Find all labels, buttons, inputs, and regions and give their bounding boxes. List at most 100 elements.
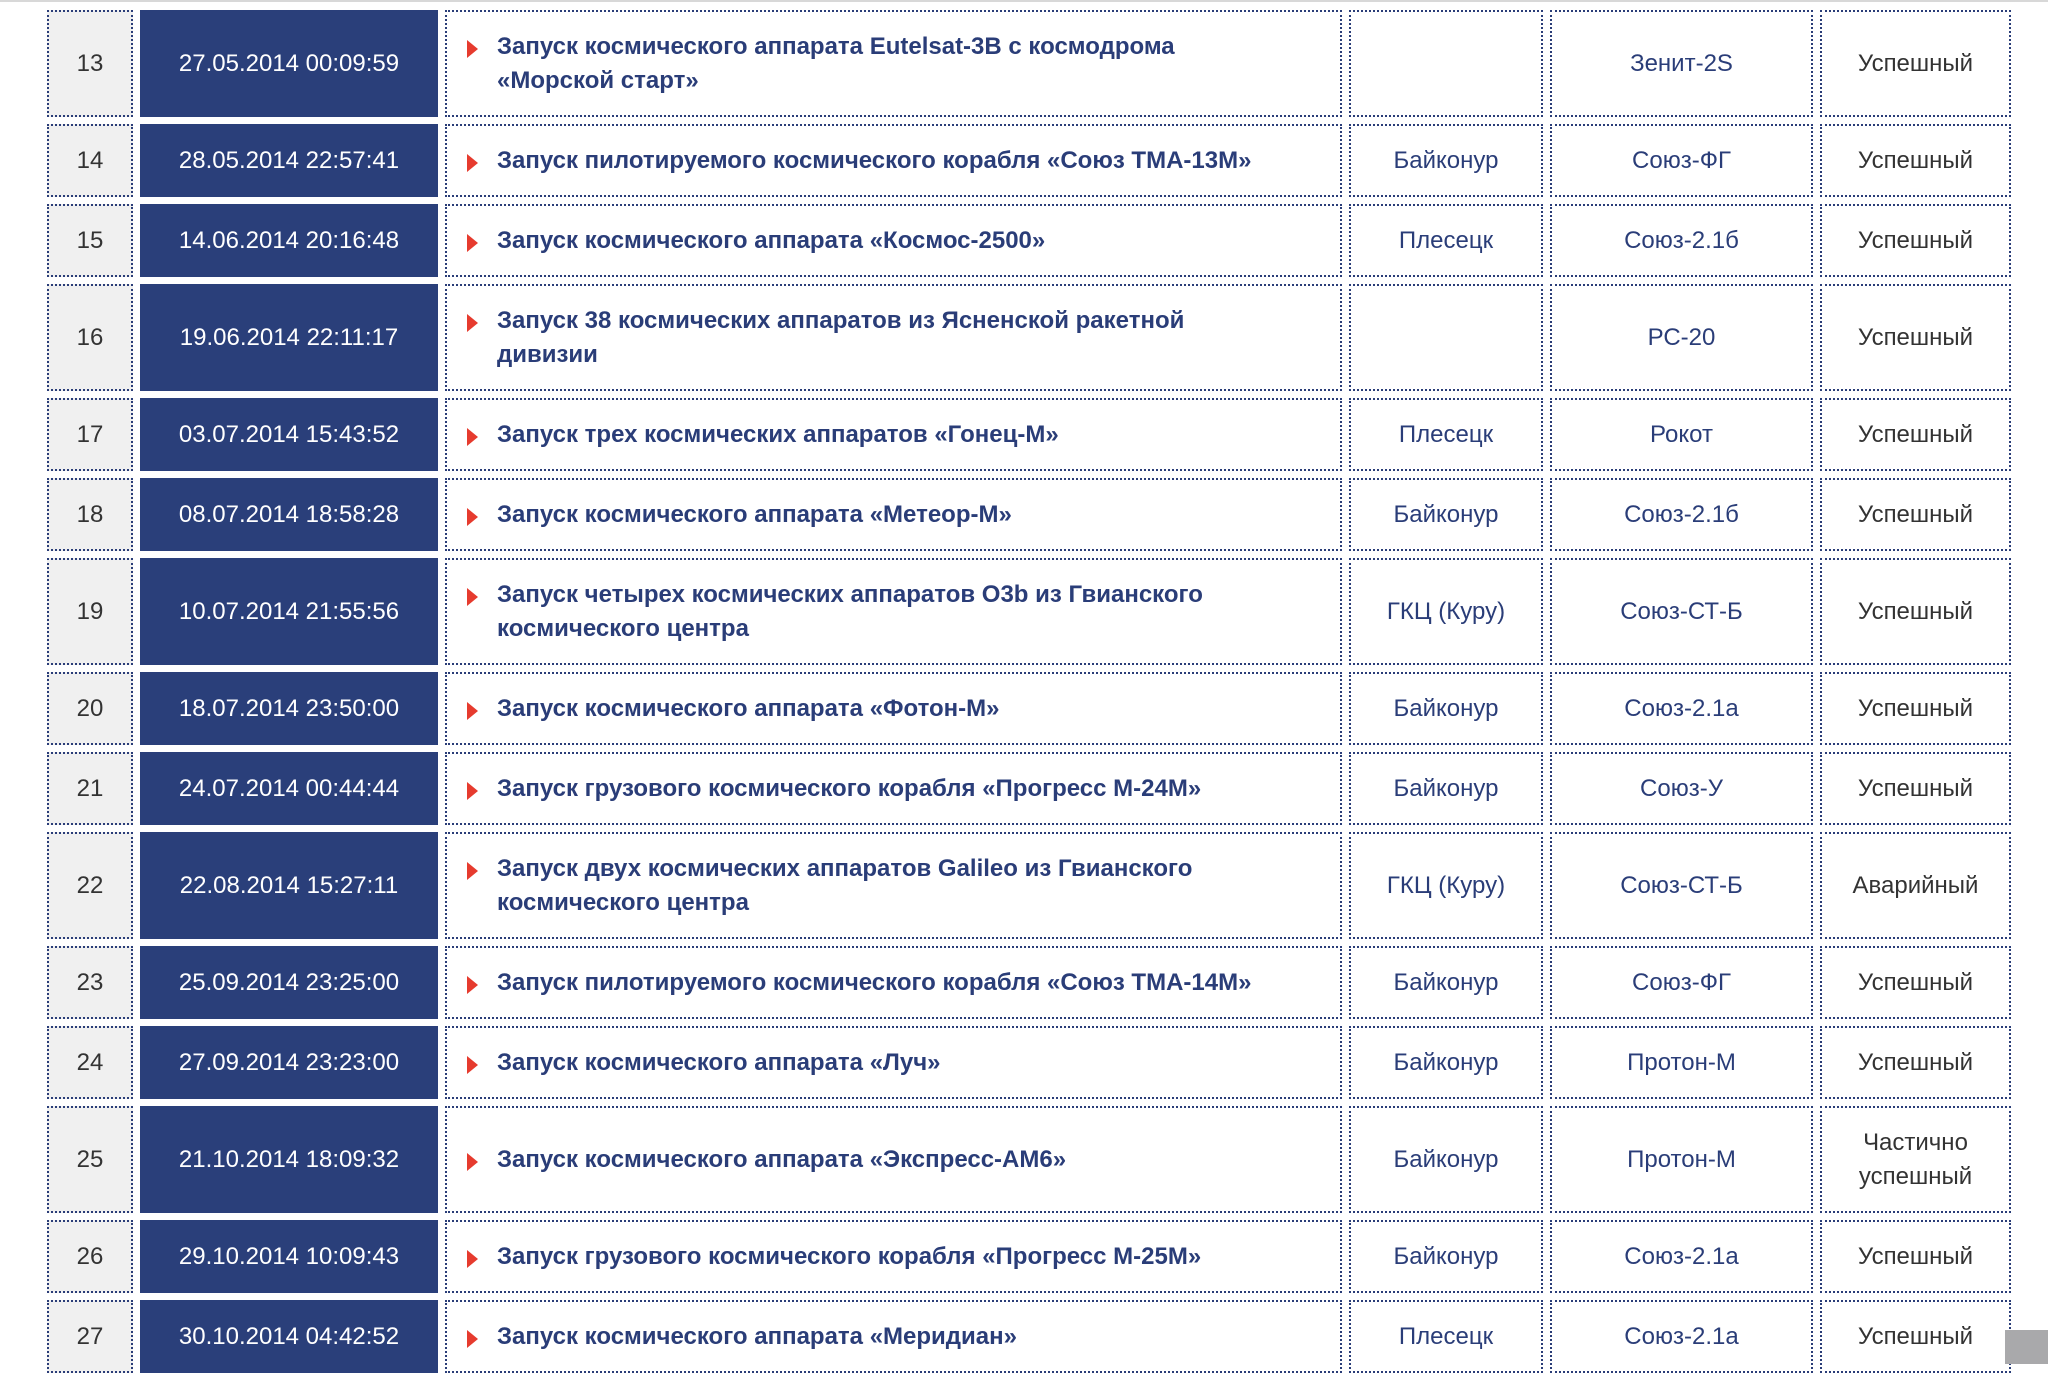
launch-title-link[interactable]: Запуск космического аппарата Eutelsat-3B… xyxy=(497,32,1175,94)
launch-rocket: Союз-2.1б xyxy=(1550,478,1813,551)
launch-rocket: Союз-2.1а xyxy=(1550,1220,1813,1293)
launch-number: 24 xyxy=(47,1026,133,1099)
arrow-right-icon xyxy=(467,701,478,720)
launch-number: 14 xyxy=(47,124,133,197)
launch-title-cell[interactable]: Запуск космического аппарата «Космос-250… xyxy=(445,204,1342,277)
launch-title-link[interactable]: Запуск 38 космических аппаратов из Яснен… xyxy=(497,306,1185,368)
table-row: 20 18.07.2014 23:50:00 Запуск космического… xyxy=(47,672,2011,745)
launch-status: Успешный xyxy=(1820,10,2011,117)
table-row: 24 27.09.2014 23:23:00 Запуск космического… xyxy=(47,1026,2011,1099)
launch-date: 10.07.2014 21:55:56 xyxy=(140,558,438,665)
launch-title-link[interactable]: Запуск грузового космического корабля «П… xyxy=(497,774,1202,802)
launch-rocket: Союз-ФГ xyxy=(1550,124,1813,197)
launch-status: Успешный xyxy=(1820,1026,2011,1099)
launch-site: Байконур xyxy=(1349,478,1543,551)
launch-date: 18.07.2014 23:50:00 xyxy=(140,672,438,745)
launch-title-link[interactable]: Запуск космического аппарата «Луч» xyxy=(497,1048,941,1076)
launch-number: 18 xyxy=(47,478,133,551)
launch-status: Успешный xyxy=(1820,284,2011,391)
launch-site: Плесецк xyxy=(1349,1300,1543,1373)
launch-title-cell[interactable]: Запуск космического аппарата «Луч» xyxy=(445,1026,1342,1099)
launch-rocket: Зенит-2S xyxy=(1550,10,1813,117)
launch-title-link[interactable]: Запуск космического аппарата «Экспресс-А… xyxy=(497,1145,1067,1173)
launch-date: 29.10.2014 10:09:43 xyxy=(140,1220,438,1293)
table-row: 25 21.10.2014 18:09:32 Запуск космического… xyxy=(47,1106,2011,1213)
arrow-right-icon xyxy=(467,153,478,172)
launch-title-link[interactable]: Запуск космического аппарата «Фотон-М» xyxy=(497,694,1000,722)
top-divider xyxy=(0,0,2048,2)
launch-title-link[interactable]: Запуск космического аппарата «Метеор-М» xyxy=(497,500,1012,528)
launch-title-cell[interactable]: Запуск 38 космических аппаратов из Яснен… xyxy=(445,284,1342,391)
launch-status: Успешный xyxy=(1820,204,2011,277)
launch-date: 30.10.2014 04:42:52 xyxy=(140,1300,438,1373)
table-row: 15 14.06.2014 20:16:48 Запуск космического… xyxy=(47,204,2011,277)
launch-title-link[interactable]: Запуск пилотируемого космического корабл… xyxy=(497,968,1252,996)
launch-title-cell[interactable]: Запуск четырех космических аппаратов O3b… xyxy=(445,558,1342,665)
table-row: 23 25.09.2014 23:25:00 Запуск пилотируемог… xyxy=(47,946,2011,1019)
launch-number: 15 xyxy=(47,204,133,277)
launch-status: Успешный xyxy=(1820,672,2011,745)
arrow-right-icon xyxy=(467,313,478,332)
arrow-right-icon xyxy=(467,1055,478,1074)
launch-status: Успешный xyxy=(1820,1300,2011,1373)
launch-title-cell[interactable]: Запуск двух космических аппаратов Galile… xyxy=(445,832,1342,939)
launch-status: Успешный xyxy=(1820,752,2011,825)
launch-title-cell[interactable]: Запуск космического аппарата «Фотон-М» xyxy=(445,672,1342,745)
launch-rocket: Союз-2.1а xyxy=(1550,672,1813,745)
launch-site: Байконур xyxy=(1349,124,1543,197)
table-row: 18 08.07.2014 18:58:28 Запуск космического… xyxy=(47,478,2011,551)
launch-rocket: Протон-М xyxy=(1550,1026,1813,1099)
launch-number: 25 xyxy=(47,1106,133,1213)
launch-site: ГКЦ (Куру) xyxy=(1349,558,1543,665)
launch-title-cell[interactable]: Запуск трех космических аппаратов «Гонец… xyxy=(445,398,1342,471)
launch-date: 08.07.2014 18:58:28 xyxy=(140,478,438,551)
scrollbar-thumb[interactable] xyxy=(2005,1330,2048,1364)
launch-title-link[interactable]: Запуск четырех космических аппаратов O3b… xyxy=(497,580,1203,642)
launch-number: 13 xyxy=(47,10,133,117)
launch-title-link[interactable]: Запуск грузового космического корабля «П… xyxy=(497,1242,1202,1270)
launch-title-cell[interactable]: Запуск космического аппарата «Меридиан» xyxy=(445,1300,1342,1373)
launch-status: Успешный xyxy=(1820,398,2011,471)
launch-number: 27 xyxy=(47,1300,133,1373)
launch-status: Успешный xyxy=(1820,558,2011,665)
launch-title-link[interactable]: Запуск космического аппарата «Космос-250… xyxy=(497,226,1046,254)
table-row: 19 10.07.2014 21:55:56 Запуск четырех косм… xyxy=(47,558,2011,665)
launch-title-link[interactable]: Запуск пилотируемого космического корабл… xyxy=(497,146,1252,174)
launch-site: Плесецк xyxy=(1349,204,1543,277)
launch-rocket: Союз-2.1б xyxy=(1550,204,1813,277)
arrow-right-icon xyxy=(467,427,478,446)
launch-title-link[interactable]: Запуск трех космических аппаратов «Гонец… xyxy=(497,420,1059,448)
launch-number: 19 xyxy=(47,558,133,665)
launch-number: 16 xyxy=(47,284,133,391)
launch-site: Байконур xyxy=(1349,1106,1543,1213)
launch-date: 14.06.2014 20:16:48 xyxy=(140,204,438,277)
launch-status: Успешный xyxy=(1820,946,2011,1019)
launch-date: 24.07.2014 00:44:44 xyxy=(140,752,438,825)
launch-number: 23 xyxy=(47,946,133,1019)
launch-date: 19.06.2014 22:11:17 xyxy=(140,284,438,391)
launch-date: 27.05.2014 00:09:59 xyxy=(140,10,438,117)
arrow-right-icon xyxy=(467,1329,478,1348)
arrow-right-icon xyxy=(467,975,478,994)
table-row: 26 29.10.2014 10:09:43 Запуск грузового ко… xyxy=(47,1220,2011,1293)
launch-title-cell[interactable]: Запуск космического аппарата «Метеор-М» xyxy=(445,478,1342,551)
launch-title-cell[interactable]: Запуск грузового космического корабля «П… xyxy=(445,752,1342,825)
launch-title-link[interactable]: Запуск космического аппарата «Меридиан» xyxy=(497,1322,1017,1350)
launch-title-cell[interactable]: Запуск грузового космического корабля «П… xyxy=(445,1220,1342,1293)
launch-title-cell[interactable]: Запуск космического аппарата Eutelsat-3B… xyxy=(445,10,1342,117)
launch-rocket: Союз-У xyxy=(1550,752,1813,825)
launch-site: Плесецк xyxy=(1349,398,1543,471)
launch-date: 28.05.2014 22:57:41 xyxy=(140,124,438,197)
launch-title-cell[interactable]: Запуск космического аппарата «Экспресс-А… xyxy=(445,1106,1342,1213)
table-row: 13 27.05.2014 00:09:59 Запуск космического… xyxy=(47,10,2011,117)
launch-rocket: Рокот xyxy=(1550,398,1813,471)
launch-number: 21 xyxy=(47,752,133,825)
table-row: 16 19.06.2014 22:11:17 Запуск 38 космическ… xyxy=(47,284,2011,391)
launch-title-link[interactable]: Запуск двух космических аппаратов Galile… xyxy=(497,854,1193,916)
launch-date: 25.09.2014 23:25:00 xyxy=(140,946,438,1019)
launch-date: 03.07.2014 15:43:52 xyxy=(140,398,438,471)
launch-site: Байконур xyxy=(1349,672,1543,745)
launch-title-cell[interactable]: Запуск пилотируемого космического корабл… xyxy=(445,124,1342,197)
table-row: 21 24.07.2014 00:44:44 Запуск грузового ко… xyxy=(47,752,2011,825)
launch-title-cell[interactable]: Запуск пилотируемого космического корабл… xyxy=(445,946,1342,1019)
